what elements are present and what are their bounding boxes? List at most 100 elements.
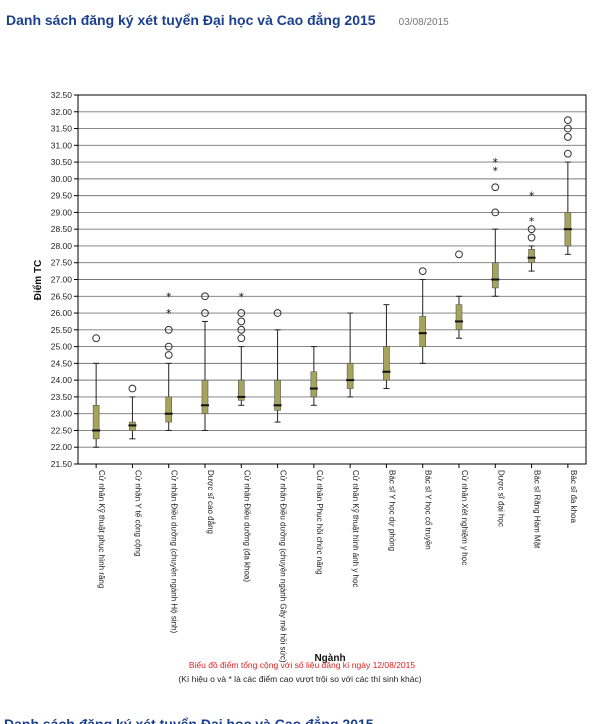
x-tick-label: Bác sĩ Răng Hàm Mặt [533,470,542,549]
box-body [455,304,463,331]
x-tick-label: Cử nhân Kỹ thuật hình ảnh y học [351,470,360,587]
x-tick-label: Dược sĩ cao đẳng [206,470,215,534]
outlier-point [418,267,427,276]
page-title[interactable]: Danh sách đăng ký xét tuyển Đại học và C… [6,12,376,28]
x-tick-label: Cử nhân Phục hồi chức năng [315,470,324,575]
box-12: ** [491,156,500,297]
extreme-point: * [493,156,499,169]
y-tick-label: 21.50 [51,459,73,469]
y-tick-label: 31.00 [51,140,73,150]
y-axis-label: Điểm TC [32,260,44,301]
y-tick-label: 24.00 [51,375,73,385]
outlier-point [455,250,463,259]
outlier-point [527,225,536,234]
box-8 [346,312,355,398]
y-tick-label: 32.50 [51,90,73,100]
x-tick-label: Cử nhân Điều dưỡng (chuyên ngành Gây mê … [279,470,288,663]
x-tick-label: Bác sĩ Y học cổ truyền [424,470,433,550]
y-tick-label: 22.50 [51,425,73,435]
y-tick-label: 22.00 [51,442,73,452]
y-tick-label: 23.00 [51,409,73,419]
outlier-point [527,233,536,242]
outlier-point [237,317,246,326]
box-body [491,262,499,289]
box-2 [128,384,137,440]
outlier-point [563,133,572,141]
outlier-point [164,325,173,334]
x-tick-label: Cử nhân Xét nghiệm y học [460,470,469,565]
box-13: ** [527,190,536,272]
outlier-point [92,334,101,343]
outlier-point [491,183,500,192]
outlier-point [237,325,246,334]
outlier-point [128,384,137,393]
extreme-point: * [529,190,535,203]
extreme-point: * [529,215,535,228]
outlier-point [563,124,572,133]
chart-caption: Biểu đồ điểm tổng cộng với số liệu đăng … [189,660,416,670]
y-tick-label: 31.50 [51,124,73,134]
post-date: 03/08/2015 [398,17,449,28]
box-body [419,316,427,347]
box-1 [92,334,101,448]
outlier-point [164,342,173,351]
y-tick-label: 25.50 [51,325,73,335]
x-tick-label: Dược sĩ đại học [496,470,505,527]
y-tick-label: 29.50 [51,191,73,201]
outlier-point [201,309,209,317]
chart-caption-note: (Kí hiệu o và * là các điểm cao vượt trộ… [178,674,421,684]
box-6 [273,309,282,423]
next-article-link[interactable]: Danh sách đăng ký xét tuyển Đại học và C… [4,712,596,724]
outlier-point [563,149,572,158]
outlier-point [563,116,572,125]
extreme-point: * [166,307,172,320]
y-tick-label: 27.50 [51,258,73,268]
box-body [201,379,209,414]
box-body [274,379,281,411]
y-tick-label: 24.50 [51,358,73,368]
box-body [165,396,173,423]
y-tick-label: 28.50 [51,224,73,234]
box-7 [309,346,318,406]
y-tick-label: 32.00 [51,107,73,117]
outlier-point [164,351,173,359]
outlier-point [491,208,500,217]
box-body [383,346,390,381]
box-11 [455,250,463,339]
x-tick-label: Bác sĩ đa khoa [569,470,578,523]
box-body [310,371,318,398]
box-series: ** ***** [92,116,572,448]
y-tick-label: 26.50 [51,291,73,301]
box-10 [418,267,427,364]
box-3: ** [164,290,173,431]
box-body [237,379,245,401]
y-tick-label: 26.00 [51,308,73,318]
x-axis-label: Ngành [314,653,345,664]
x-tick-label: Bác sĩ Y học dự phòng [387,470,396,551]
box-5: * [237,290,246,406]
page-header: Danh sách đăng ký xét tuyển Đại học và C… [6,10,596,30]
extreme-point: * [239,290,245,303]
outlier-point [237,334,246,343]
extreme-point: * [493,164,499,177]
outlier-point [273,309,282,317]
extreme-point: * [166,290,172,303]
chart-grid [78,94,586,465]
y-tick-label: 29.00 [51,207,73,217]
y-tick-label: 30.00 [51,174,73,184]
outlier-point [201,292,209,301]
y-tick-label: 30.50 [51,157,73,167]
x-tick-label: Cử nhân Điều dưỡng (chuyên ngành Hộ sinh… [170,470,179,634]
next-article-title[interactable]: Danh sách đăng ký xét tuyển Đại học và C… [4,716,374,724]
x-axis: Cử nhân Kỹ thuật phục hình răng Cử nhân Y… [95,464,578,663]
box-4 [201,292,209,431]
y-tick-label: 25.00 [51,342,73,352]
box-body [528,249,535,264]
x-tick-label: Cử nhân Kỹ thuật phục hình răng [97,470,106,588]
x-tick-label: Cử nhân Y tế công cộng [133,470,142,556]
x-tick-label: Cử nhân Điều dưỡng (đa khoa) [242,470,251,582]
outlier-point [237,309,246,317]
y-axis: 21.50 22.00 22.50 23.00 23.50 24.00 24.50 25.00… [51,90,78,469]
y-tick-label: 28.00 [51,241,73,251]
